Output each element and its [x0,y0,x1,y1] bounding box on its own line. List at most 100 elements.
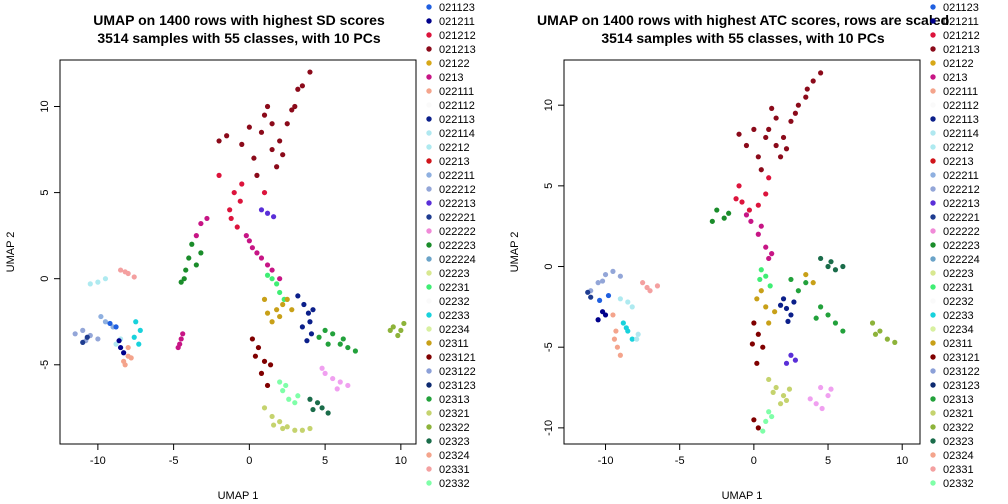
legend-marker [426,312,432,318]
legend-label: 023122 [439,366,476,378]
point-02332 [763,418,769,425]
legend-label: 023121 [943,352,980,364]
point-0213 [249,245,255,251]
point-021213 [254,172,260,178]
point-02333 [330,375,336,382]
point-02313 [803,280,809,286]
legend-marker [930,368,936,374]
legend-marker [426,18,432,24]
point-021213 [769,105,775,112]
point-021213 [803,94,809,100]
legend-label: 02234 [943,324,974,336]
y-tick-label: 10 [39,100,51,112]
point-0213 [254,250,260,256]
point-021212 [736,183,742,189]
legend-label: 022224 [943,254,980,266]
point-02331 [117,267,124,273]
point-02324 [128,355,134,361]
point-02323 [325,410,331,416]
point-022212 [602,271,609,278]
legend-label: 021211 [439,16,475,28]
point-021123 [597,297,603,304]
point-022113 [301,301,307,308]
point-021213 [258,129,265,135]
legend-label: 022113 [943,114,979,126]
legend-label: 02234 [439,324,470,336]
point-022113 [299,324,305,330]
point-022231 [763,273,769,279]
point-02233 [629,336,635,342]
point-021213 [292,103,298,110]
point-02322 [884,336,890,342]
point-02321 [269,413,275,420]
point-021212 [231,189,237,196]
y-axis: -10 -5 0 5 10 [543,99,564,436]
legend-marker [426,102,432,108]
point-021212 [755,202,761,208]
legend-label: 02122 [439,58,470,70]
point-02212 [87,281,93,287]
legend-marker [930,242,936,248]
point-021213 [788,118,794,124]
legend-marker [930,200,936,206]
point-021213 [818,70,824,76]
point-022212 [599,278,606,284]
legend-label: 02331 [943,464,974,476]
point-02311 [280,301,286,308]
point-022223 [181,276,187,282]
legend-marker [930,480,936,486]
legend-label: 022111 [943,86,978,98]
x-tick-label: 0 [751,455,757,467]
legend-marker [426,284,432,290]
legend-label: 0213 [439,72,463,84]
point-022114 [635,331,641,337]
point-02313 [825,312,831,318]
legend-label: 022114 [943,128,979,140]
point-021213 [280,152,286,158]
point-022212 [595,280,601,286]
point-02313 [813,315,819,321]
legend-label: 02311 [943,338,973,350]
legend-label: 022211 [943,170,979,182]
x-tick-label: -5 [675,455,685,467]
legend-label: 021123 [439,2,475,14]
chart-title: UMAP on 1400 rows with highest SD scores [93,12,385,28]
legend-label: 02212 [943,142,974,154]
point-022223 [714,207,720,213]
point-022213 [783,360,790,366]
legend-marker [426,158,432,164]
point-02233 [136,341,142,347]
point-021213 [810,78,816,84]
point-021213 [780,134,787,141]
point-0213 [269,267,275,273]
legend-label: 02231 [943,282,974,294]
point-02324 [125,344,131,351]
x-axis: -10 -5 0 5 10 [598,444,908,467]
legend-label: 02212 [439,142,470,154]
legend-marker [426,172,432,178]
point-021213 [736,131,742,137]
point-021123 [113,324,119,330]
point-02321 [261,405,268,411]
y-axis: -5 0 5 10 [39,100,60,370]
legend-marker [930,130,936,136]
legend-marker [930,326,936,332]
point-021213 [224,133,230,139]
legend-label: 02323 [439,436,470,448]
point-02311 [289,307,295,313]
point-0213 [748,218,754,224]
point-02321 [284,424,290,430]
point-021213 [763,134,769,141]
legend-marker [426,452,432,458]
point-02233 [131,334,137,340]
point-0213 [769,251,775,257]
point-02331 [131,274,137,280]
point-021212 [239,181,245,187]
point-021213 [295,86,301,92]
legend-label: 022222 [439,226,476,238]
legend-label: 022112 [439,100,475,112]
point-022113 [791,299,797,305]
point-02323 [825,263,831,270]
point-02311 [803,271,809,278]
point-021213 [251,155,257,161]
